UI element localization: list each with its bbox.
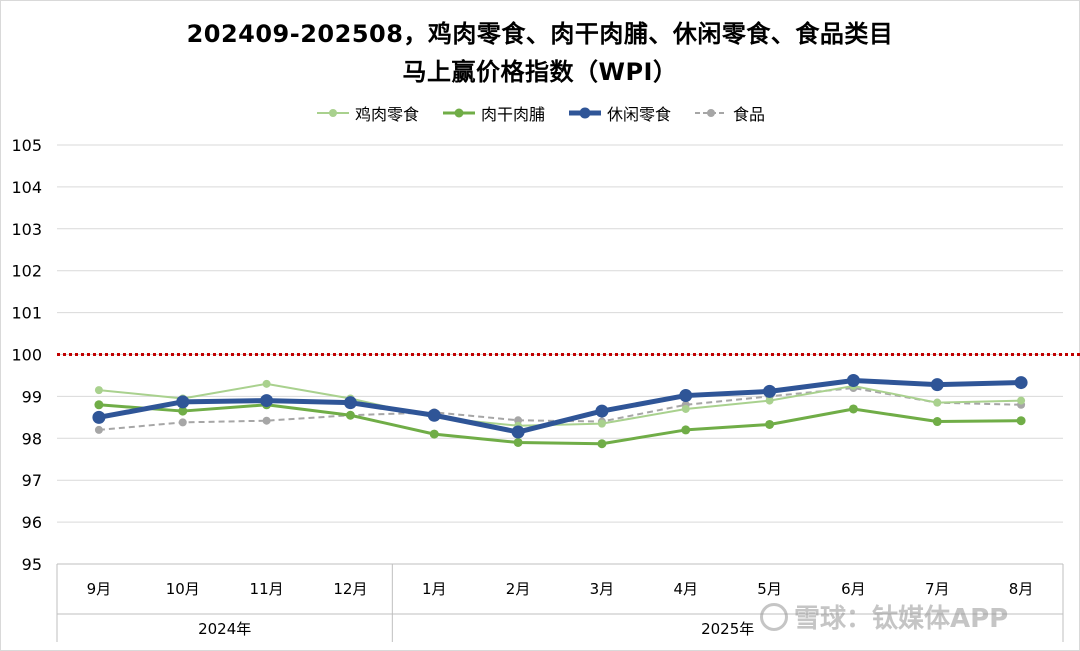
series-point-3 [178,418,187,427]
legend-swatch-marker [707,109,716,117]
series-point-1 [681,425,691,435]
x-group-label: 2025年 [701,620,754,638]
legend-swatch-marker [579,107,591,119]
legend-swatch-marker [454,108,464,118]
series-point-2 [930,378,944,392]
x-group-label: 2024年 [198,620,251,638]
legend-item: 鸡肉零食 [315,101,419,125]
x-tick-label: 5月 [757,580,782,598]
series-point-3 [94,425,103,434]
legend-item: 休闲零食 [567,101,671,125]
legend-label: 休闲零食 [607,105,672,124]
legend-item: 肉干肉脯 [441,101,545,125]
x-tick-label: 8月 [1009,580,1034,598]
series-point-2 [679,389,693,403]
y-tick-label: 105 [11,136,42,155]
series-point-2 [763,384,777,398]
y-tick-label: 101 [11,304,42,323]
chart-title-line2: 马上赢价格指数（WPI） [402,58,678,86]
series-point-2 [92,410,106,424]
legend-swatch [316,109,349,117]
series-point-1 [178,406,188,416]
x-tick-label: 9月 [87,580,112,598]
series-point-2 [595,404,609,418]
y-tick-label: 100 [11,346,42,365]
series-line-0 [98,382,1022,427]
x-tick-label: 6月 [841,580,866,598]
series-point-2 [1014,376,1028,390]
series-point-1 [94,400,104,410]
series-point-0 [262,379,271,388]
series-point-1 [848,404,858,414]
x-tick-label: 4月 [673,580,698,598]
y-tick-label: 98 [22,429,42,448]
y-tick-label: 95 [22,555,42,574]
legend-swatch-marker [328,109,337,117]
series-point-1 [429,429,439,439]
legend-item: 食品 [693,101,765,125]
x-tick-label: 10月 [166,580,200,598]
snowball-logo-icon [760,602,788,631]
legend: 鸡肉零食 肉干肉脯 休闲零食 食品 [0,101,1080,125]
y-tick-label: 104 [11,178,42,197]
legend-swatch [442,108,475,118]
series-point-2 [427,408,441,422]
x-tick-label: 3月 [590,580,615,598]
series-point-2 [511,425,525,439]
chart-title-line1: 202409-202508，鸡肉零食、肉干肉脯、休闲零食、食品类目 [186,20,894,48]
y-tick-label: 103 [11,220,42,239]
series-point-0 [933,398,942,407]
x-tick-label: 7月 [925,580,950,598]
series-point-2 [343,396,357,410]
y-tick-label: 97 [22,471,42,490]
series-point-1 [597,439,607,449]
series-line-2 [98,377,1022,435]
series-point-1 [513,437,523,447]
legend-swatch [695,109,728,117]
series-point-1 [345,410,355,420]
legend-label: 肉干肉脯 [480,105,545,124]
series-point-0 [765,396,774,405]
legend-label: 鸡肉零食 [354,105,419,124]
y-tick-label: 102 [11,262,42,281]
series-point-1 [932,417,942,427]
legend-label: 食品 [733,105,766,124]
series-point-1 [1016,416,1026,426]
x-tick-label: 12月 [333,580,367,598]
series-line-1 [98,403,1022,446]
series-point-2 [176,395,190,409]
series-point-0 [1017,396,1026,405]
y-tick-label: 99 [22,387,42,406]
x-tick-label: 1月 [422,580,447,598]
series-point-0 [681,404,690,413]
watermark: 雪球：钛媒体APP [760,598,1008,635]
x-tick-label: 11月 [250,580,284,598]
legend-swatch [569,107,601,119]
series-point-0 [94,386,103,395]
series-point-1 [765,419,775,429]
y-tick-label: 96 [22,513,42,532]
series-point-3 [262,416,271,425]
series-point-2 [260,394,274,408]
series-point-2 [846,373,860,387]
watermark-text: 雪球：钛媒体APP [794,604,1009,634]
x-tick-label: 2月 [506,580,531,598]
series-point-0 [597,419,606,428]
